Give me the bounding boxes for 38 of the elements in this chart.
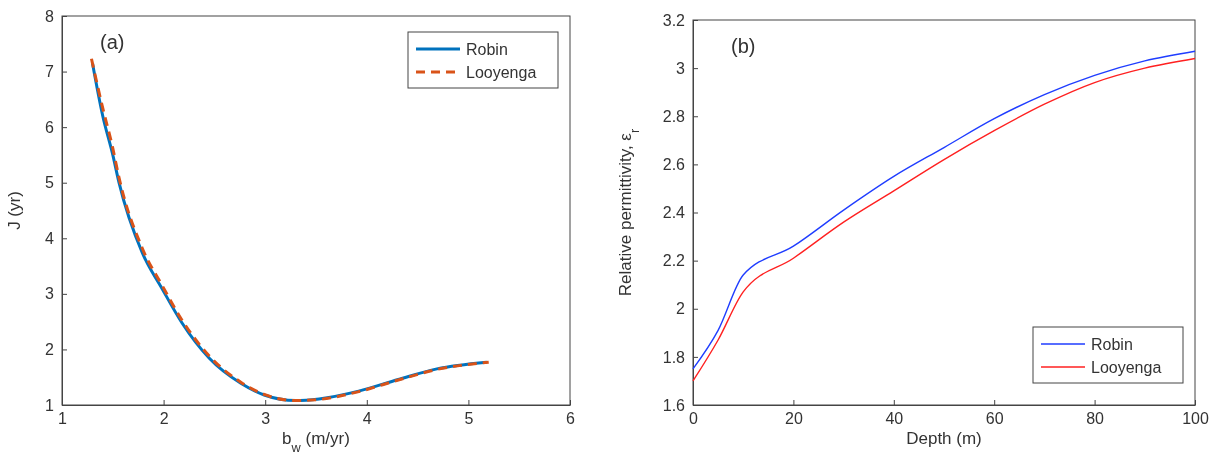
- legend-label: Looyenga: [1091, 359, 1162, 376]
- y-axis-title: J (yr): [5, 191, 24, 230]
- annotation: (a): [100, 31, 125, 53]
- legend-label: Looyenga: [466, 64, 537, 81]
- x-tick-label: 2: [159, 410, 169, 428]
- x-tick-label: 0: [689, 410, 699, 428]
- y-tick-label: 3: [676, 59, 686, 77]
- x-axis-title: Depth (m): [906, 429, 982, 448]
- x-tick-label: 5: [464, 410, 474, 428]
- y-tick-label: 1.8: [662, 348, 686, 366]
- y-tick-label: 2.6: [662, 155, 686, 173]
- annotation: (b): [731, 35, 756, 57]
- y-tick-label: 2.4: [662, 204, 686, 222]
- y-tick-label: 1.6: [662, 396, 686, 414]
- y-tick-label: 4: [45, 229, 55, 247]
- y-tick-label: 5: [45, 174, 55, 192]
- legend-label: Robin: [1091, 336, 1133, 353]
- x-tick-label: 80: [1086, 410, 1105, 428]
- x-tick-label: 3: [261, 410, 271, 428]
- y-tick-label: 1: [45, 396, 55, 414]
- y-tick-label: 3.2: [662, 11, 686, 29]
- x-tick-label: 40: [885, 410, 904, 428]
- legend-label: Robin: [466, 41, 508, 58]
- x-tick-label: 4: [362, 410, 372, 428]
- x-tick-label: 60: [985, 410, 1004, 428]
- y-tick-label: 2: [45, 341, 55, 359]
- y-tick-label: 6: [45, 118, 55, 136]
- y-tick-label: 7: [45, 63, 55, 81]
- y-tick-label: 2.8: [662, 107, 686, 125]
- y-tick-label: 8: [45, 7, 55, 25]
- y-tick-label: 2: [676, 300, 686, 318]
- y-tick-label: 2.2: [662, 252, 686, 270]
- x-axis-title: b$_{w}$ (m/yr): [282, 429, 350, 455]
- y-tick-label: 3: [45, 285, 55, 303]
- x-tick-label: 1: [58, 410, 68, 428]
- x-tick-label: 6: [566, 410, 576, 428]
- x-tick-label: 20: [785, 410, 803, 428]
- x-tick-label: 100: [1182, 410, 1209, 428]
